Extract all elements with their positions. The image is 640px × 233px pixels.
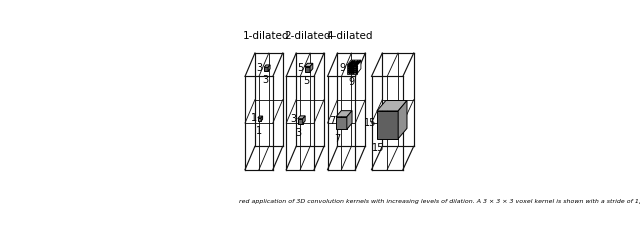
Text: 1: 1 [251, 113, 257, 123]
Polygon shape [336, 111, 352, 117]
Text: 2-dilated: 2-dilated [284, 31, 331, 41]
Text: 1-dilated: 1-dilated [243, 31, 289, 41]
Polygon shape [261, 116, 262, 121]
Text: 5: 5 [297, 63, 303, 73]
Text: 4-dilated: 4-dilated [326, 31, 372, 41]
Polygon shape [268, 65, 270, 71]
Polygon shape [264, 65, 270, 67]
Polygon shape [336, 117, 347, 129]
Polygon shape [298, 119, 303, 124]
Polygon shape [310, 63, 313, 72]
Text: 3: 3 [291, 114, 297, 124]
Polygon shape [348, 65, 357, 74]
Text: 9: 9 [340, 63, 346, 73]
Text: 1: 1 [256, 126, 262, 136]
Polygon shape [348, 60, 361, 65]
Polygon shape [357, 60, 361, 74]
Text: 3: 3 [262, 75, 268, 85]
Polygon shape [377, 111, 398, 139]
Polygon shape [305, 67, 310, 72]
Polygon shape [303, 116, 305, 124]
Text: 3: 3 [296, 128, 301, 138]
Text: 9: 9 [348, 78, 354, 87]
Text: red application of 3D convolution kernels with increasing levels of dilation. A : red application of 3D convolution kernel… [239, 199, 640, 205]
Polygon shape [347, 111, 352, 129]
Text: 7: 7 [329, 116, 335, 126]
Text: 3: 3 [257, 63, 262, 73]
Polygon shape [298, 116, 305, 119]
Polygon shape [258, 118, 261, 121]
Polygon shape [305, 63, 313, 67]
Polygon shape [258, 116, 262, 118]
Polygon shape [264, 67, 268, 71]
Text: 15: 15 [372, 143, 384, 153]
Text: 7: 7 [334, 134, 340, 144]
Text: 15: 15 [364, 118, 376, 128]
Polygon shape [398, 100, 407, 139]
Text: 5: 5 [303, 76, 309, 86]
Polygon shape [377, 100, 407, 111]
